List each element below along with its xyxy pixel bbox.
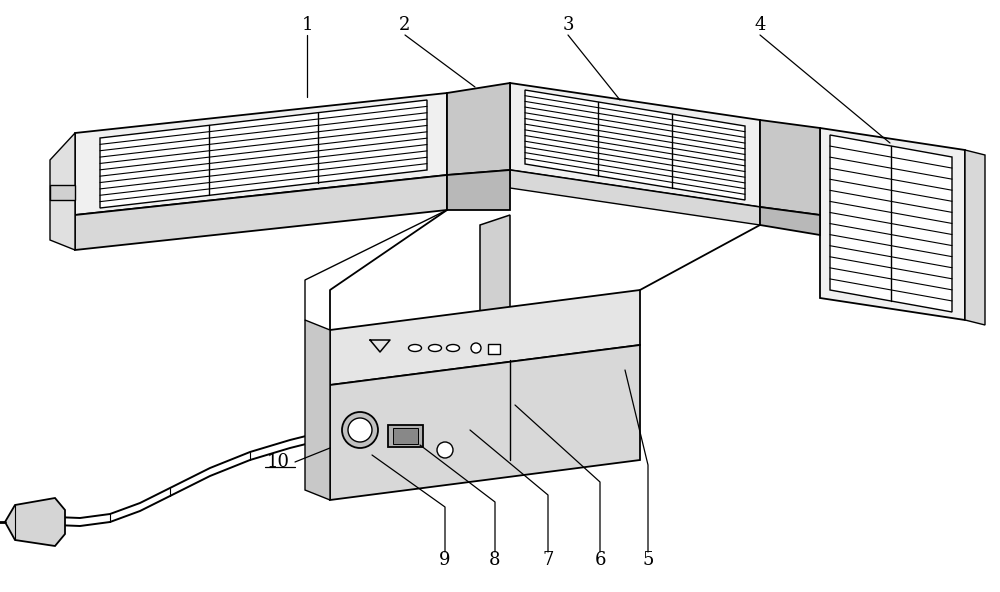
Text: 3: 3 [562, 16, 574, 34]
FancyBboxPatch shape [488, 344, 500, 354]
Polygon shape [480, 215, 510, 348]
Text: 9: 9 [439, 551, 451, 569]
Text: 5: 5 [642, 551, 654, 569]
Text: 2: 2 [399, 16, 411, 34]
Circle shape [348, 418, 372, 442]
Polygon shape [330, 290, 640, 385]
Text: 1: 1 [301, 16, 313, 34]
Polygon shape [50, 185, 75, 200]
Text: 4: 4 [754, 16, 766, 34]
Polygon shape [305, 320, 330, 500]
FancyBboxPatch shape [388, 425, 423, 447]
Polygon shape [330, 345, 640, 500]
Polygon shape [965, 150, 985, 325]
Polygon shape [5, 498, 65, 546]
Polygon shape [820, 128, 965, 320]
Text: 10: 10 [267, 453, 290, 471]
Polygon shape [75, 175, 447, 250]
Polygon shape [510, 170, 760, 225]
Text: 8: 8 [489, 551, 501, 569]
Polygon shape [510, 83, 760, 207]
Polygon shape [75, 93, 447, 215]
Circle shape [342, 412, 378, 448]
Circle shape [471, 343, 481, 353]
Polygon shape [760, 120, 820, 215]
Polygon shape [830, 135, 952, 312]
Ellipse shape [428, 345, 442, 352]
Ellipse shape [446, 345, 460, 352]
Polygon shape [760, 207, 820, 235]
Polygon shape [525, 90, 745, 200]
Polygon shape [447, 170, 510, 210]
Circle shape [437, 442, 453, 458]
Text: 7: 7 [542, 551, 554, 569]
Polygon shape [447, 83, 510, 175]
Polygon shape [50, 133, 75, 250]
Polygon shape [100, 100, 427, 208]
Ellipse shape [409, 345, 422, 352]
FancyBboxPatch shape [393, 428, 418, 444]
Text: 6: 6 [594, 551, 606, 569]
